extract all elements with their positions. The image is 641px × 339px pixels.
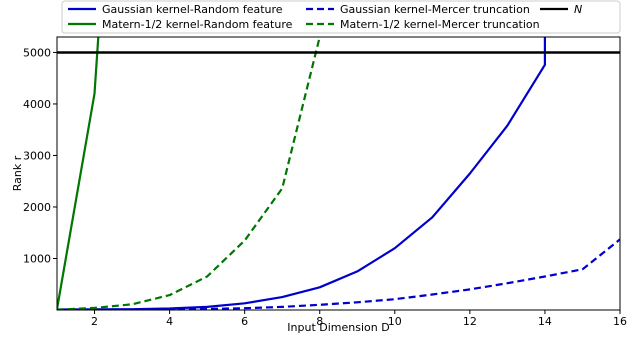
x-tick-label: 16 — [613, 315, 627, 328]
y-tick-label: 1000 — [23, 252, 51, 265]
x-axis-ticks: 2 4 6 8 10 12 14 16 — [91, 310, 627, 328]
series-line-gaussian-kernel-mercer-truncation — [57, 238, 620, 310]
y-tick-label: 4000 — [23, 98, 51, 111]
x-tick-label: 6 — [241, 315, 248, 328]
y-tick-label: 5000 — [23, 46, 51, 59]
x-tick-label: 14 — [538, 315, 552, 328]
x-tick-label: 10 — [388, 315, 402, 328]
series-line-gaussian-kernel-random-feature — [57, 37, 547, 310]
y-axis-label: Rank r — [11, 155, 24, 191]
legend-box — [61, 0, 621, 34]
y-tick-label: 3000 — [23, 149, 51, 162]
y-tick-label: 2000 — [23, 201, 51, 214]
plot-frame — [56, 36, 621, 311]
x-axis-label: Input Dimension D — [287, 321, 389, 334]
legend-label-n: N — [574, 3, 582, 16]
x-tick-label: 12 — [463, 315, 477, 328]
x-tick-label: 8 — [316, 315, 323, 328]
x-tick-label: 2 — [91, 315, 98, 328]
legend-label-matern-1-2-kernel-mercer-truncation: Matern-1/2 kernel-Mercer truncation — [340, 18, 540, 31]
y-axis-ticks: 1000 2000 3000 4000 5000 — [23, 46, 57, 265]
series-line-matern-1-2-kernel-random-feature — [57, 37, 100, 310]
series-line-matern-1-2-kernel-mercer-truncation — [57, 37, 321, 310]
legend-label-gaussian-kernel-mercer-truncation: Gaussian kernel-Mercer truncation — [340, 3, 530, 16]
plot-lines — [57, 37, 620, 310]
legend: Gaussian kernel-Random feature Matern-1/2… — [61, 0, 621, 34]
legend-label-matern-1-2-kernel-random-feature: Matern-1/2 kernel-Random feature — [102, 18, 293, 31]
x-tick-label: 4 — [166, 315, 173, 328]
legend-label-gaussian-kernel-random-feature: Gaussian kernel-Random feature — [102, 3, 283, 16]
